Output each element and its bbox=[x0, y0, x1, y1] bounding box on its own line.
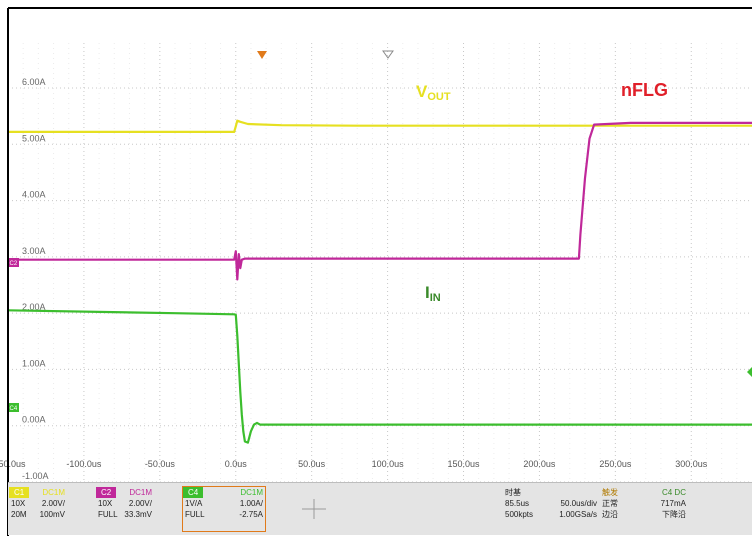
trigger-level: 717mA bbox=[660, 499, 686, 508]
trigger-slope: 下降沿 bbox=[662, 510, 686, 519]
x-tick-label: 100.0us bbox=[372, 459, 405, 469]
channel-4-info[interactable]: C4 DC1M 1V/A 1.00A/ FULL -2.75A bbox=[182, 486, 266, 532]
y-tick-label: 3.00A bbox=[22, 246, 46, 256]
y-tick-label: 2.00A bbox=[22, 302, 46, 312]
y-tick-label: 0.00A bbox=[22, 415, 46, 425]
x-tick-label: 0.0us bbox=[225, 459, 248, 469]
y-tick-label: 5.00A bbox=[22, 133, 46, 143]
x-tick-label: 200.0us bbox=[523, 459, 556, 469]
channel-1-scale: 2.00V/ bbox=[41, 499, 65, 508]
nflg-annotation: nFLG bbox=[621, 80, 668, 100]
grid bbox=[7, 43, 752, 483]
x-tick-label: -100.0us bbox=[66, 459, 102, 469]
timebase-delay: 85.5us bbox=[505, 499, 530, 508]
timebase-info[interactable]: 时基 85.5us 50.0us/div 500kpts 1.00GSa/s bbox=[505, 487, 597, 520]
trigger-source: C4 DC bbox=[661, 488, 686, 497]
ch2-level-label: C2 bbox=[10, 261, 18, 267]
add-channel-slot[interactable] bbox=[272, 487, 356, 531]
channel-2-bandwidth: FULL bbox=[98, 510, 118, 519]
y-tick-label: 1.00A bbox=[22, 358, 46, 368]
x-tick-label: -50.0us bbox=[145, 459, 176, 469]
x-tick-label: -150.0us bbox=[0, 459, 26, 469]
plot-background bbox=[8, 43, 752, 482]
trace-nflg bbox=[8, 121, 752, 281]
add-channel-icon bbox=[302, 499, 326, 519]
channel-4-tag: C4 bbox=[183, 487, 204, 498]
status-bar: C1 DC1M 10X 2.00V/ 20M 100mV C2 DC1M 10X 2.… bbox=[8, 482, 752, 535]
channel-2-tag: C2 bbox=[96, 487, 117, 498]
timebase-scale: 50.0us/div bbox=[560, 499, 597, 508]
trigger-level-marker[interactable] bbox=[747, 367, 752, 377]
y-tick-labels: 6.00A 5.00A 4.00A 3.00A 2.00A 1.00A 0.00A -1.00… bbox=[22, 77, 49, 481]
y-tick-label: 6.00A bbox=[22, 77, 46, 87]
channel-1-info[interactable]: C1 DC1M 10X 2.00V/ 20M 100mV bbox=[9, 487, 67, 531]
channel-2-probe: 10X bbox=[98, 499, 113, 508]
channel-2-scale: 2.00V/ bbox=[128, 499, 152, 508]
x-tick-label: 250.0us bbox=[599, 459, 632, 469]
channel-1-offset: 100mV bbox=[39, 510, 65, 519]
x-tick-labels: -150.0us -100.0us -50.0us 0.0us 50.0us 100.0u… bbox=[0, 459, 708, 469]
channel-1-probe: 10X bbox=[11, 499, 26, 508]
x-tick-label: 150.0us bbox=[447, 459, 480, 469]
trace-vout bbox=[8, 119, 752, 133]
iin-annotation: IIN bbox=[425, 283, 441, 304]
ch4-level-label: C4 bbox=[10, 406, 18, 412]
trigger-position-marker[interactable] bbox=[257, 51, 267, 59]
y-tick-label: -1.00A bbox=[22, 471, 49, 481]
channel-2-coupling: DC1M bbox=[129, 488, 152, 497]
timebase-label: 时基 bbox=[505, 488, 521, 497]
x-tick-label: 300.0us bbox=[675, 459, 708, 469]
channel-4-bandwidth: FULL bbox=[185, 510, 205, 519]
timebase-sample-rate: 1.00GSa/s bbox=[559, 510, 597, 519]
channel-2-info[interactable]: C2 DC1M 10X 2.00V/ FULL 33.3mV bbox=[96, 487, 154, 531]
channel-2-offset: 33.3mV bbox=[124, 510, 152, 519]
vout-annotation: VOUT bbox=[416, 82, 451, 103]
channel-4-offset: -2.75A bbox=[239, 510, 263, 519]
trace-iin bbox=[7, 309, 752, 444]
trigger-label: 触发 bbox=[602, 488, 618, 497]
channel-4-scale: 1.00A/ bbox=[239, 499, 263, 508]
channel-1-bandwidth: 20M bbox=[11, 510, 27, 519]
x-tick-label: 50.0us bbox=[298, 459, 326, 469]
trigger-type: 边沿 bbox=[602, 510, 618, 519]
channel-4-coupling: DC1M bbox=[240, 488, 263, 497]
y-tick-label: 4.00A bbox=[22, 190, 46, 200]
trigger-info[interactable]: 触发 C4 DC 正常 717mA 边沿 下降沿 bbox=[602, 487, 686, 520]
trigger-mode: 正常 bbox=[602, 499, 618, 508]
ch2-level-marker[interactable]: C2 bbox=[8, 258, 19, 267]
traces bbox=[7, 119, 752, 444]
channel-1-coupling: DC1M bbox=[42, 488, 65, 497]
time-cursor-marker[interactable] bbox=[382, 50, 394, 59]
channel-4-probe: 1V/A bbox=[185, 499, 203, 508]
timebase-points: 500kpts bbox=[505, 510, 534, 519]
ch4-level-marker[interactable]: C4 bbox=[8, 403, 19, 412]
channel-1-tag: C1 bbox=[9, 487, 30, 498]
